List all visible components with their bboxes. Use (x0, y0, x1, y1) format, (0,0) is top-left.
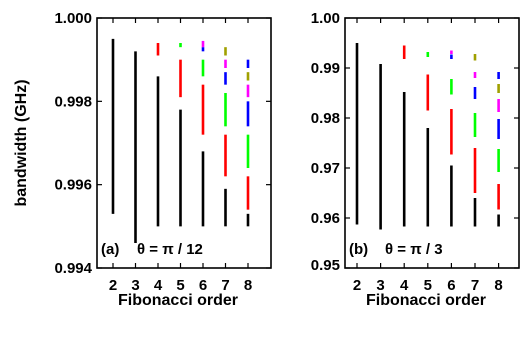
y-tick-label: 0.998 (54, 93, 92, 110)
x-tick-label: 2 (353, 277, 361, 294)
x-tick-label: 2 (109, 277, 117, 294)
x-tick-label: 7 (471, 277, 479, 294)
y-tick-label: 0.98 (311, 110, 340, 127)
x-tick-label: 8 (494, 277, 502, 294)
x-tick-label: 3 (131, 277, 139, 294)
y-axis-title: bandwidth (GHz) (13, 79, 30, 206)
plot-frame-2 (344, 17, 520, 269)
y-tick-label: 1.00 (311, 10, 340, 27)
panel-label: (a) (101, 241, 119, 258)
x-tick-label: 3 (376, 277, 384, 294)
panel-label: (b) (349, 241, 368, 258)
y-tick-label: 0.97 (311, 160, 340, 177)
x-tick-label: 6 (447, 277, 455, 294)
x-tick-label: 7 (221, 277, 229, 294)
plot-frame-1 (96, 17, 272, 269)
y-tick-label: 0.95 (311, 257, 340, 274)
x-tick-label: 4 (400, 277, 409, 294)
panel-annotation: θ = π / 12 (137, 241, 203, 258)
y-tick-label: 0.994 (54, 260, 92, 277)
x-axis-title: Fibonacci order (366, 292, 486, 309)
y-tick-label: 0.99 (311, 60, 340, 77)
x-tick-label: 5 (424, 277, 432, 294)
x-tick-label: 4 (154, 277, 163, 294)
x-tick-label: 6 (199, 277, 207, 294)
x-tick-label: 8 (244, 277, 252, 294)
y-tick-label: 0.96 (311, 210, 340, 227)
y-tick-label: 1.000 (54, 10, 92, 27)
y-tick-label: 0.996 (54, 177, 92, 194)
panel-annotation: θ = π / 3 (385, 241, 443, 258)
x-tick-label: 5 (176, 277, 184, 294)
x-axis-title: Fibonacci order (118, 292, 238, 309)
